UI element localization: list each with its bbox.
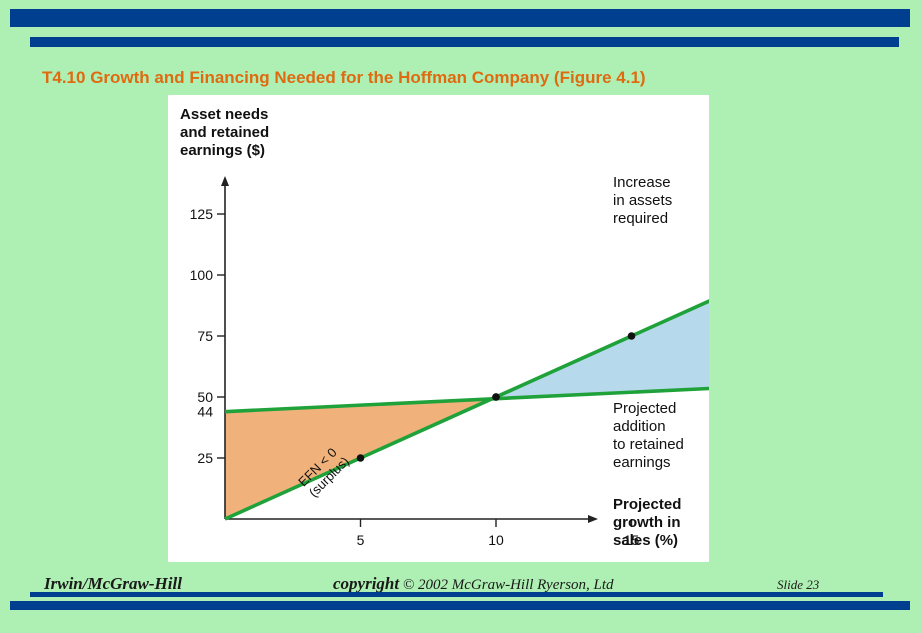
series-1-point: [627, 332, 636, 340]
footer-copyright: copyright © 2002 McGraw-Hill Ryerson, Lt…: [333, 574, 614, 594]
y-axis-title-line: Asset needs: [180, 106, 268, 123]
y-tick-label: 44: [197, 404, 213, 420]
y-axis-title-line: earnings ($): [180, 142, 265, 159]
series-1-label: Increase in assets required: [613, 174, 672, 227]
deficit-region: [491, 301, 709, 399]
series-1-point: [356, 454, 365, 462]
series-1-label-line: in assets: [613, 192, 672, 209]
series-2-label-line: addition: [613, 418, 666, 435]
footer-copyright-word: copyright: [333, 574, 400, 593]
x-axis-title: Projected growth in sales (%): [613, 496, 681, 549]
x-axis-arrow: [588, 515, 598, 523]
top-bar-thin: [30, 37, 899, 47]
x-axis-title-line: Projected: [613, 496, 681, 513]
series-2-label-line: Projected: [613, 400, 676, 417]
y-tick-label: 75: [197, 328, 213, 344]
series-1-label-line: Increase: [613, 174, 671, 191]
bottom-bar-thin: [30, 592, 883, 597]
figure-panel: 51015202525445075100125EFN < 0(surplus)E…: [168, 95, 709, 562]
series-2-label-line: earnings: [613, 454, 671, 471]
y-tick-label: 125: [190, 206, 214, 222]
y-tick-label: 25: [197, 450, 213, 466]
slide-title: T4.10 Growth and Financing Needed for th…: [42, 68, 646, 87]
top-bar-thick: [10, 9, 910, 27]
series-1-label-line: required: [613, 210, 668, 227]
x-axis-title-line: sales (%): [613, 532, 678, 549]
efn-chart: 51015202525445075100125EFN < 0(surplus)E…: [180, 106, 709, 549]
bottom-bar-thick: [10, 601, 910, 610]
series-2-label-line: to retained: [613, 436, 684, 453]
series-2-label: Projected addition to retained earnings: [613, 400, 684, 471]
series-line-2: [224, 386, 709, 414]
footer-slide-number: Slide 23: [777, 577, 820, 592]
series-line-1: [224, 299, 709, 521]
y-axis-arrow: [221, 176, 229, 186]
y-tick-label: 50: [197, 389, 213, 405]
footer-publisher: Irwin/McGraw-Hill: [44, 574, 182, 593]
y-tick-label: 100: [190, 267, 214, 283]
y-axis-title-line: and retained: [180, 124, 269, 141]
x-tick-label: 5: [357, 532, 365, 548]
y-axis-title: Asset needs and retained earnings ($): [180, 106, 269, 159]
x-tick-label: 10: [488, 532, 504, 548]
series-2-point: [492, 393, 500, 401]
x-tick-label: 15: [624, 532, 640, 548]
footer-copyright-rest: © 2002 McGraw-Hill Ryerson, Ltd: [402, 577, 614, 593]
x-axis-title-line: growth in: [613, 514, 681, 531]
